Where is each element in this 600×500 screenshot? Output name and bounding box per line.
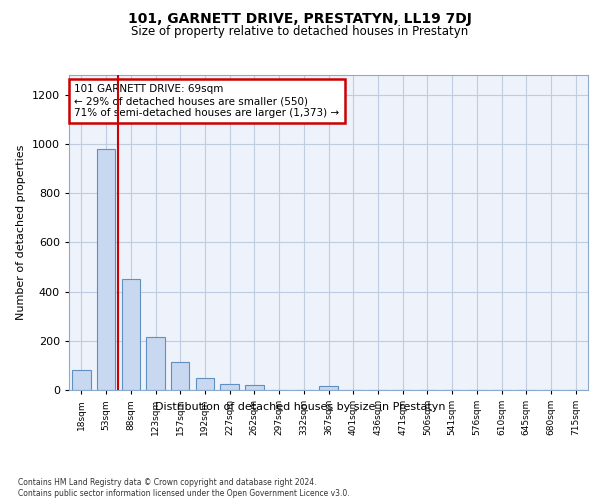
Bar (97, 149, 115, 390)
Bar (220, 384, 239, 390)
Text: 101, GARNETT DRIVE, PRESTATYN, LL19 7DJ: 101, GARNETT DRIVE, PRESTATYN, LL19 7DJ (128, 12, 472, 26)
Bar (196, 378, 214, 390)
Text: Contains HM Land Registry data © Crown copyright and database right 2024.
Contai: Contains HM Land Registry data © Crown c… (18, 478, 350, 498)
Text: 101 GARNETT DRIVE: 69sqm
← 29% of detached houses are smaller (550)
71% of semi-: 101 GARNETT DRIVE: 69sqm ← 29% of detach… (74, 84, 340, 117)
Bar (319, 386, 338, 390)
Bar (146, 337, 165, 390)
Bar (245, 385, 263, 390)
Text: Distribution of detached houses by size in Prestatyn: Distribution of detached houses by size … (155, 402, 445, 412)
Text: Size of property relative to detached houses in Prestatyn: Size of property relative to detached ho… (131, 25, 469, 38)
Bar (122, 280, 140, 390)
Bar (171, 362, 190, 390)
Bar (72, 370, 91, 390)
Y-axis label: Number of detached properties: Number of detached properties (16, 145, 26, 320)
